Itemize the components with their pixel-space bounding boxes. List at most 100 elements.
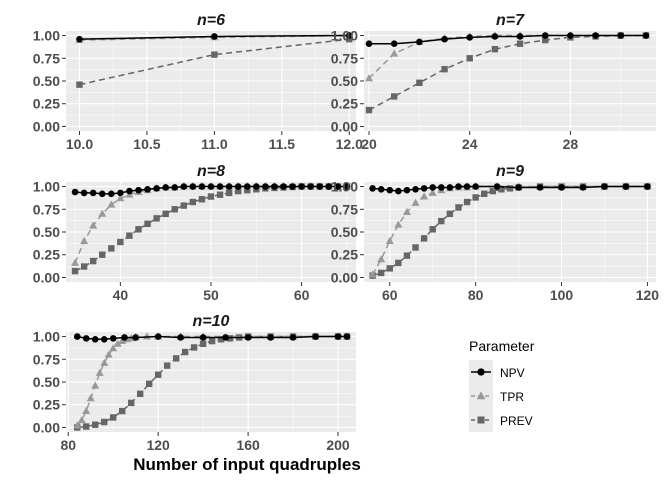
panel-4-point-npv [644, 183, 651, 190]
panel-3-point-npv [343, 183, 351, 190]
panel-3-point-tpr [116, 194, 125, 202]
panel-2-y-tick-label: 0.75 [331, 50, 358, 66]
panel-3-point-npv [108, 190, 115, 198]
panel-1-x-tick-label: 10.0 [66, 136, 93, 152]
panel-4-point-prev [463, 198, 471, 206]
legend-key-marker-prev [477, 416, 485, 424]
panel-5-point-npv [289, 334, 297, 341]
panel-4-point-prev [472, 194, 479, 201]
panel-3-x-tick-label: 60 [294, 287, 310, 303]
panel-3-point-tpr [71, 258, 80, 266]
panel-4-point-prev [412, 244, 419, 251]
panel-3-point-prev [108, 245, 115, 252]
panel-4-point-prev [506, 185, 514, 192]
panel-4-point-npv [386, 186, 394, 194]
panel-3-point-npv [289, 183, 296, 190]
panel-5-point-npv [177, 334, 184, 341]
panel-4-y-tick-label: 0.75 [331, 201, 358, 217]
panel-5-title: n=10 [193, 313, 230, 330]
panel-4-y-tick-label: 0.00 [331, 269, 358, 285]
panel-3-point-npv [153, 185, 160, 192]
panel-3-point-prev [89, 257, 97, 265]
panel-1-y-tick-label: 0.75 [33, 50, 60, 66]
legend-label-tpr: TPR [500, 390, 524, 404]
panel-3-point-prev [216, 191, 224, 198]
panel-3-point-npv [234, 183, 242, 190]
panel-3-point-npv [334, 183, 342, 190]
panel-5-point-prev [208, 337, 216, 345]
panel-3-point-tpr [107, 200, 116, 208]
panel-4-point-prev [438, 217, 445, 225]
panel-5-point-tpr [95, 368, 104, 376]
panel-1: 0.00 0.25 0.50 0.75 1.00 10.0 10.5 11.0 11.5 12.0… [33, 12, 363, 152]
panel-3-point-npv [280, 183, 287, 190]
panel-3-point-npv [126, 187, 133, 195]
panel-5-point-npv [343, 333, 351, 340]
panel-3-point-npv [89, 189, 97, 197]
panel-3-point-npv [207, 183, 215, 190]
panel-5-point-npv [199, 334, 207, 341]
panel-5-point-prev [136, 390, 144, 398]
panel-5-point-npv [267, 334, 274, 341]
panel-5-point-npv [154, 333, 162, 340]
panel-3-y-tick-label: 0.00 [33, 269, 60, 285]
panel-5-point-npv [109, 335, 117, 342]
panel-5-point-tpr [91, 381, 100, 389]
panel-3-point-prev [71, 267, 79, 275]
panel-2-y-tick-label: 0.25 [331, 96, 358, 112]
panel-3-point-prev [135, 226, 142, 233]
panel-4-x-tick-label: 120 [636, 287, 660, 303]
panel-1-point-prev [346, 35, 353, 43]
panel-2-point-npv [642, 32, 650, 39]
panel-3-y-tick-label: 0.50 [33, 224, 60, 240]
panel-1-point-npv [211, 33, 218, 40]
panel-5-point-npv [222, 334, 229, 341]
panel-5-point-tpr [82, 406, 91, 415]
panel-3: 0.00 0.25 0.50 0.75 1.00 40 50 60 n=8 [33, 163, 356, 303]
panel-3-point-npv [180, 183, 188, 190]
panel-5-y-tick-label: 0.00 [33, 419, 60, 435]
panel-4-title: n=9 [496, 163, 524, 180]
panel-3-y-tick-label: 0.75 [33, 201, 60, 217]
panel-5-point-npv [100, 335, 108, 343]
panel-2-point-prev [391, 93, 398, 100]
panel-2-point-npv [365, 40, 373, 48]
panel-3-point-npv [162, 184, 169, 191]
panel-2-point-prev [466, 55, 473, 62]
panel-5-point-npv [312, 333, 319, 340]
panel-3-x-tick-label: 40 [113, 287, 129, 303]
panel-4-y-tick-label: 0.50 [331, 224, 358, 240]
panel-2-point-npv [567, 32, 574, 39]
panel-3-point-npv [80, 189, 88, 197]
panel-3-point-prev [153, 215, 160, 222]
panel-3-point-prev [171, 206, 178, 213]
panel-5-point-prev [127, 399, 135, 407]
panel-2-line-prev [368, 34, 646, 111]
panel-2-point-prev [516, 40, 524, 47]
panel-3-point-npv [171, 184, 179, 191]
panel-3-point-npv [225, 183, 233, 190]
panel-5-point-npv [244, 334, 252, 341]
legend-key-marker-npv [477, 368, 485, 376]
panel-3-point-prev [180, 202, 188, 209]
panel-3-point-npv [271, 183, 278, 190]
panel-4-point-npv [429, 184, 437, 191]
panel-5-point-prev [101, 418, 108, 426]
panel-5-point-prev [119, 407, 126, 415]
legend-label-prev: PREV [500, 414, 533, 428]
panel-3-point-tpr [80, 236, 89, 245]
panel-5-point-prev [145, 380, 153, 388]
panel-3-point-npv [198, 183, 206, 190]
panel-3-x-tick-label: 50 [203, 287, 219, 303]
panel-3-point-npv [316, 183, 324, 190]
panel-4-point-npv [377, 185, 385, 193]
panel-4-point-prev [377, 269, 385, 277]
panel-1-y-tick-label: 0.50 [33, 73, 60, 89]
panel-5-point-tpr [118, 336, 127, 345]
panel-4-point-npv [446, 184, 454, 191]
panel-3-point-prev [117, 238, 124, 246]
panel-2-point-npv [441, 35, 448, 43]
panel-1-point-prev [211, 51, 218, 58]
panel-4-point-prev [481, 190, 488, 198]
panel-3-point-npv [216, 183, 224, 190]
